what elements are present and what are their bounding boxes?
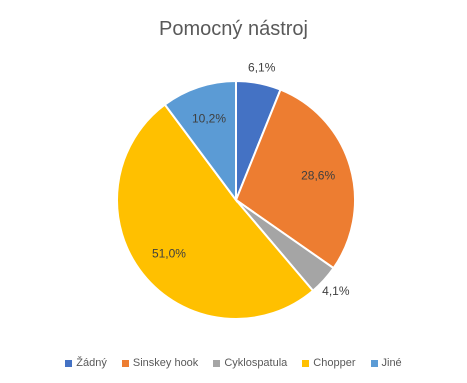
pie-chart: 6,1% 28,6% 4,1% 51,0% 10,2% <box>116 60 356 320</box>
legend-item-chopper: Chopper <box>302 357 356 369</box>
data-label-cyklospatula: 4,1% <box>322 284 350 298</box>
legend-item-cyklospatula: Cyklospatula <box>213 357 287 369</box>
pie-slices <box>116 79 356 320</box>
legend-swatch-jine <box>370 359 378 367</box>
legend-label-chopper: Chopper <box>313 357 356 369</box>
legend-swatch-sinskey-hook <box>121 359 129 367</box>
legend: Žádný Sinskey hook Cyklospatula Chopper … <box>0 357 467 369</box>
legend-item-sinskey-hook: Sinskey hook <box>121 357 199 369</box>
pie-slice-jine <box>163 79 237 204</box>
pie-slice-sinskey-hook <box>234 88 356 270</box>
data-label-zadny: 6,1% <box>248 60 276 74</box>
pie-data-labels: 6,1% 28,6% 4,1% 51,0% 10,2% <box>152 60 350 297</box>
pie-slice-chopper <box>116 103 315 320</box>
data-label-jine: 10,2% <box>192 112 226 126</box>
legend-label-cyklospatula: Cyklospatula <box>224 357 288 369</box>
legend-swatch-chopper <box>302 359 310 367</box>
data-label-sinskey-hook: 28,6% <box>301 169 335 183</box>
legend-label-zadny: Žádný <box>76 357 107 369</box>
data-label-chopper: 51,0% <box>152 246 186 260</box>
legend-label-jine: Jiné <box>381 357 402 369</box>
legend-swatch-cyklospatula <box>213 359 221 367</box>
legend-item-zadny: Žádný <box>65 357 107 369</box>
legend-item-jine: Jiné <box>370 357 402 369</box>
chart-title: Pomocný nástroj <box>159 18 308 40</box>
legend-label-sinskey-hook: Sinskey hook <box>132 357 199 369</box>
legend-swatch-zadny <box>65 359 73 367</box>
